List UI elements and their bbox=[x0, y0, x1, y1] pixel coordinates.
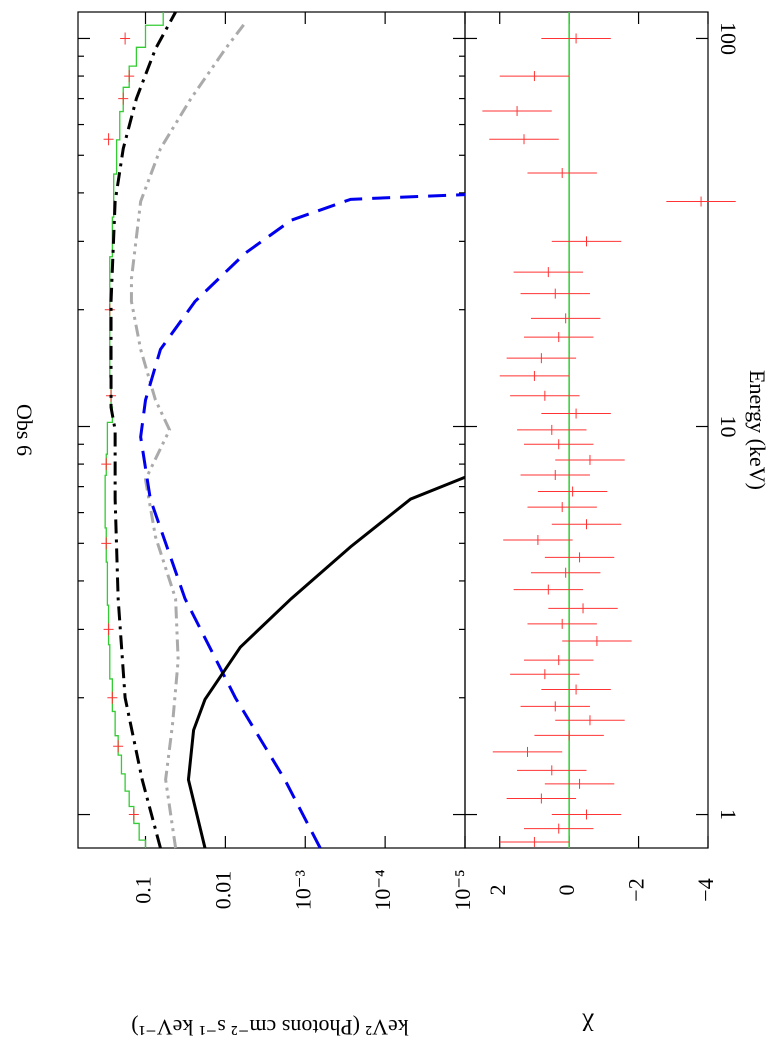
data-point bbox=[120, 32, 131, 45]
data-point bbox=[113, 740, 124, 753]
data-point bbox=[103, 623, 114, 636]
y-tick-label: −4 bbox=[693, 878, 718, 901]
model-curve bbox=[129, 21, 247, 849]
y-tick-label: 0 bbox=[554, 885, 579, 896]
y-axis-title: keV² (Photons cm⁻² s⁻¹ keV⁻¹) bbox=[131, 1015, 409, 1040]
upper-frame bbox=[77, 11, 466, 849]
chi-axis-title: χ bbox=[582, 1013, 595, 1042]
model-curve bbox=[104, 12, 164, 848]
y-tick-label: 10⁻³ bbox=[290, 869, 315, 910]
model-curve bbox=[139, 193, 466, 849]
x-tick-label: 100 bbox=[716, 22, 741, 55]
x-tick-label: 10 bbox=[716, 416, 741, 438]
y-tick-label: 0.1 bbox=[131, 876, 156, 904]
y-tick-label: 0.01 bbox=[210, 871, 235, 910]
data-point bbox=[101, 458, 112, 471]
data-point bbox=[128, 808, 139, 821]
data-point bbox=[107, 691, 118, 704]
chart-title: Obs 6 bbox=[12, 404, 37, 456]
y-tick-label: −2 bbox=[624, 878, 649, 901]
model-curve bbox=[186, 475, 466, 849]
x-tick-label: 1 bbox=[716, 809, 741, 820]
y-tick-label: 10⁻⁴ bbox=[370, 869, 395, 911]
data-point bbox=[118, 92, 129, 105]
lower-frame bbox=[464, 11, 709, 849]
data-point bbox=[124, 70, 135, 83]
y-tick-label: 10⁻⁵ bbox=[450, 869, 475, 910]
x-axis-title: Energy (keV) bbox=[745, 370, 770, 490]
data-point bbox=[103, 133, 114, 146]
model-curve bbox=[109, 11, 177, 849]
y-tick-label: 2 bbox=[485, 885, 510, 896]
data-point bbox=[101, 537, 112, 550]
